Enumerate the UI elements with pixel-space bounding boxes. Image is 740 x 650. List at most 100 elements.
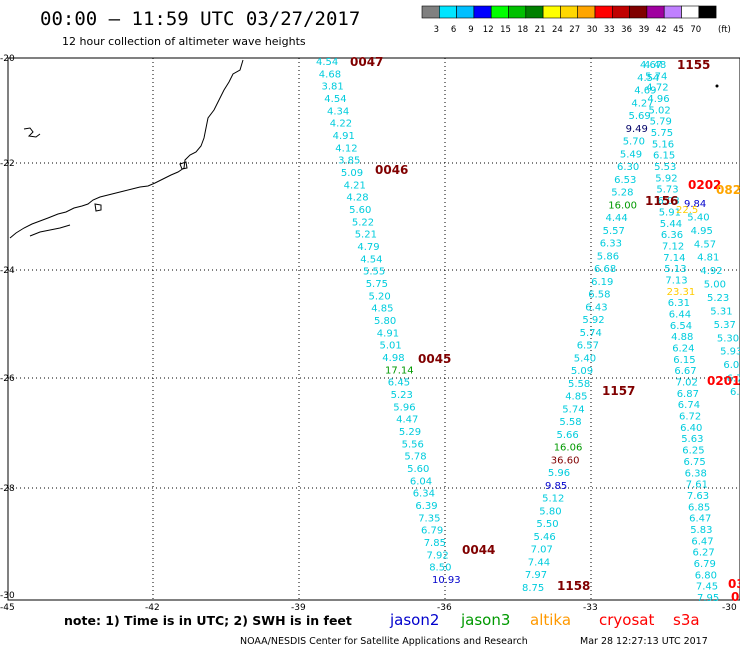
track-b-value: 6.58	[588, 290, 610, 301]
colorbar-swatch	[681, 5, 700, 19]
track-a-value: 7.85	[424, 538, 446, 549]
lat-tick: -24	[0, 266, 15, 276]
colorbar-swatch	[577, 5, 596, 19]
track-b-value: 6.19	[591, 277, 613, 288]
track-c-value: 6.44	[669, 310, 691, 321]
coastline	[9, 59, 244, 239]
track-c-value: 5.79	[650, 117, 672, 128]
pass-label: 1156	[645, 194, 678, 208]
map-frame	[7, 57, 740, 601]
track-a-value: 4.68	[319, 69, 341, 80]
track-b-value: 6.57	[577, 341, 599, 352]
altimeter-tracks: 4.544.683.814.544.344.224.914.123.855.09…	[316, 57, 740, 604]
colorbar-label: 42	[656, 25, 667, 35]
track-b-value: 7.07	[531, 545, 553, 556]
track-c-value: 7.45	[696, 582, 718, 593]
track-c-value: 6.79	[694, 559, 716, 570]
track-a-value: 6.39	[415, 501, 437, 512]
track-a-value: 5.80	[374, 316, 396, 327]
track-c-value: 7.14	[663, 253, 685, 264]
track-d-value: 4.95	[691, 226, 713, 237]
colorbar-label: 39	[638, 25, 649, 35]
track-b-value: 5.57	[603, 226, 625, 237]
track-b-value: 5.92	[582, 315, 604, 326]
track-a-value: 6.45	[388, 378, 410, 389]
colorbar-label: 36	[621, 25, 632, 35]
track-b-value: 5.58	[559, 417, 581, 428]
track-c-value: 6.40	[680, 423, 702, 434]
track-a-value: 5.78	[404, 452, 426, 463]
colorbar-swatch	[663, 5, 682, 19]
pass-label: 0044	[462, 543, 495, 557]
track-c-value: 5.13	[664, 264, 686, 275]
track-b-value: 4.69	[634, 86, 656, 97]
pass-label: 082	[716, 183, 740, 197]
colorbar-swatch	[611, 5, 630, 19]
track-a-value: 4.47	[396, 415, 418, 426]
track-c-value: 7.61	[686, 480, 708, 491]
colorbar-swatch	[525, 5, 544, 19]
track-b-value: 4.44	[606, 213, 628, 224]
satellite-cryosat: cryosat	[599, 611, 654, 629]
track-c-value: 6.47	[691, 536, 713, 547]
track-d-value: 5.93	[720, 347, 740, 358]
track-c-value: 7.95	[697, 593, 719, 604]
track-b-value: 5.58	[568, 379, 590, 390]
colorbar-label: 27	[569, 25, 580, 35]
track-a-value: 10.93	[432, 575, 461, 586]
track-b-value: 5.09	[571, 366, 593, 377]
pass-label: 1157	[602, 384, 635, 398]
track-d-value: 5.30	[717, 333, 739, 344]
track-d-value: 5.37	[714, 320, 736, 331]
track-b-value: 4.27	[631, 98, 653, 109]
colorbar-label: 9	[468, 25, 473, 35]
track-b-value: 5.66	[557, 430, 579, 441]
track-c-value: 5.83	[690, 525, 712, 536]
lat-tick: -30	[0, 591, 15, 601]
track-a-value: 4.22	[330, 119, 352, 130]
pass-labels: 0047 0046 0045 0044 1155 1156 1157 1158 …	[350, 55, 740, 604]
track-a-value: 6.04	[410, 476, 432, 487]
track-c-value: 5.44	[660, 219, 682, 230]
track-b-value: 36.60	[551, 455, 580, 466]
track-a-value: 4.79	[357, 242, 379, 253]
track-d-value: 4.81	[697, 253, 719, 264]
track-c-value: 4.72	[646, 83, 668, 94]
track-b-value: 5.86	[597, 251, 619, 262]
colorbar-label: 24	[552, 25, 563, 35]
lon-tick: -45	[0, 603, 15, 613]
lat-tick: -26	[0, 374, 15, 384]
track-a-value: 5.23	[391, 390, 413, 401]
track-c-value: 6.87	[677, 389, 699, 400]
pass-label: 03	[728, 577, 740, 591]
colorbar-label: 30	[587, 25, 598, 35]
track-c-value: 5.02	[649, 105, 671, 116]
track-b-value: 16.06	[554, 443, 583, 454]
track-c-value: 5.63	[681, 434, 703, 445]
track-c-value: 5.75	[651, 128, 673, 139]
track-a-value: 4.12	[335, 143, 357, 154]
lon-tick: -42	[145, 603, 160, 613]
colorbar-label: 70	[690, 25, 701, 35]
track-b-value: 9.49	[626, 124, 648, 135]
track-c-value: 5.16	[652, 139, 674, 150]
track-c-value: 6.31	[668, 298, 690, 309]
track-c-value: 6.15	[653, 151, 675, 162]
lat-tick-labels: -20 -22 -24 -26 -28 -30	[0, 54, 15, 601]
track-c-value: 6.24	[672, 344, 694, 355]
pass-label: 0202	[688, 178, 721, 192]
track-a-value: 6.79	[421, 526, 443, 537]
track-a-value: 4.54	[360, 254, 382, 265]
track-b-value: 5.70	[623, 137, 645, 148]
track-b-value: 5.80	[539, 507, 561, 518]
credit-text: NOAA/NESDIS Center for Satellite Applica…	[240, 636, 528, 647]
track-a-value: 7.35	[418, 513, 440, 524]
track-c-value: 5.91	[659, 207, 681, 218]
track-d-value: 6.1	[730, 387, 740, 398]
track-a-value: 4.54	[324, 94, 346, 105]
satellite-jason3: jason3	[460, 611, 510, 629]
track-a-value: 5.60	[349, 205, 371, 216]
track-b-value: 5.49	[620, 149, 642, 160]
pass-label: 0047	[350, 55, 383, 69]
